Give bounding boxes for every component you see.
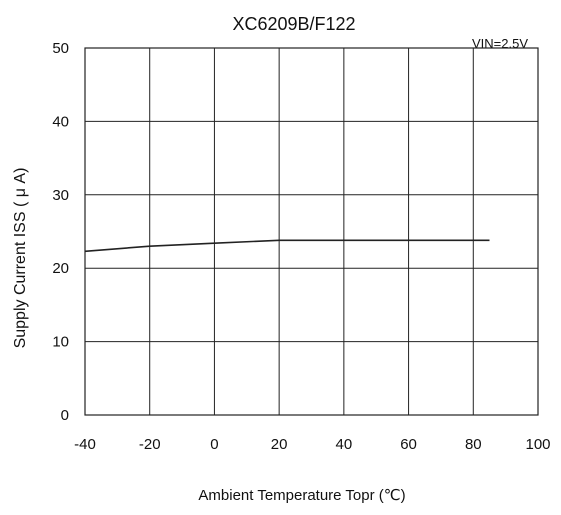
- chart-title: XC6209B/F122: [232, 14, 355, 34]
- y-axis-label: Supply Current ISS ( μ A): [12, 168, 29, 349]
- y-tick-label: 50: [52, 40, 69, 57]
- x-tick-label: 60: [400, 436, 417, 453]
- tick-labels: -40 -20 0 20 40 60 80 100 0 10 20 30 40 50: [52, 40, 550, 453]
- x-tick-label: 100: [525, 436, 550, 453]
- y-tick-label: 0: [61, 407, 69, 424]
- plot-frame: [84, 47, 539, 416]
- y-tick-label: 40: [52, 113, 69, 130]
- x-axis-label: Ambient Temperature Topr (℃): [198, 487, 405, 504]
- x-tick-label: -20: [139, 436, 161, 453]
- y-tick-label: 10: [52, 334, 69, 351]
- y-tick-label: 20: [52, 260, 69, 277]
- series-line: [84, 239, 490, 253]
- x-tick-label: 40: [336, 436, 353, 453]
- x-tick-label: 20: [271, 436, 288, 453]
- chart-annotation: VIN=2.5V: [472, 36, 528, 51]
- series-layer: [84, 239, 490, 253]
- x-tick-label: -40: [74, 436, 96, 453]
- x-tick-label: 0: [210, 436, 218, 453]
- y-tick-label: 30: [52, 187, 69, 204]
- x-tick-label: 80: [465, 436, 482, 453]
- grid: [84, 47, 539, 416]
